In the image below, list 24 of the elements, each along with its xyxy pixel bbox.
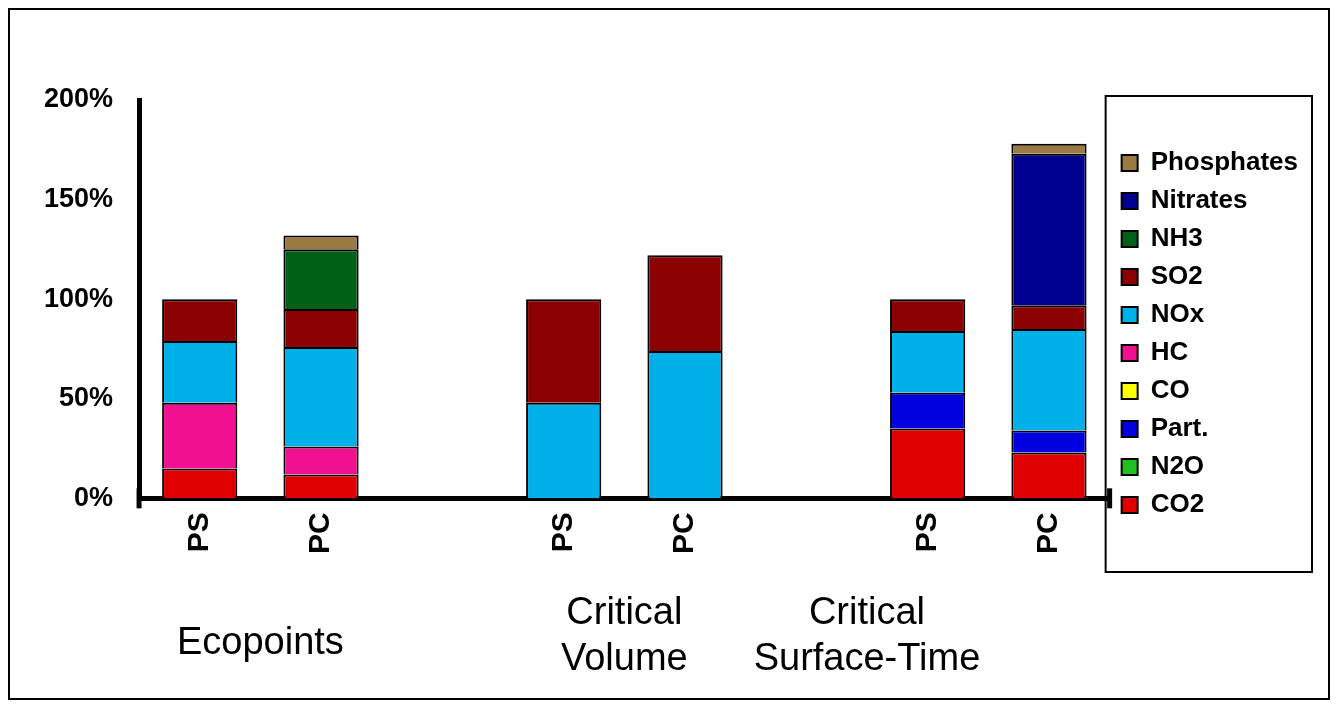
text: Critical Volume xyxy=(560,590,688,679)
legend-label: NH3 xyxy=(1150,222,1203,253)
x-tick-label: PS xyxy=(544,512,578,553)
text: Ecopoints xyxy=(176,620,344,663)
legend-label: N2O xyxy=(1150,450,1205,481)
legend-label: CO xyxy=(1150,374,1190,405)
legend-label: Phosphates xyxy=(1150,146,1299,177)
legend-label: Part. xyxy=(1150,412,1209,443)
y-tick-label: 0% xyxy=(74,481,114,512)
y-tick-label: 200% xyxy=(43,83,114,114)
legend-label: Nitrates xyxy=(1150,184,1248,215)
text: Critical Surface-Time xyxy=(753,590,981,679)
x-tick-label: PC xyxy=(666,512,700,555)
legend-label: HC xyxy=(1150,336,1189,367)
x-tick-label: PC xyxy=(302,512,336,555)
legend-label: NOx xyxy=(1150,298,1205,329)
x-tick-label: PS xyxy=(180,512,214,553)
legend-label: CO2 xyxy=(1150,488,1205,519)
y-tick-label: 100% xyxy=(43,282,114,313)
y-tick-label: 50% xyxy=(59,382,114,413)
y-tick-label: 150% xyxy=(43,183,114,214)
x-tick-label: PC xyxy=(1030,512,1064,555)
legend-label: SO2 xyxy=(1150,260,1203,291)
x-tick-label: PS xyxy=(908,512,942,553)
